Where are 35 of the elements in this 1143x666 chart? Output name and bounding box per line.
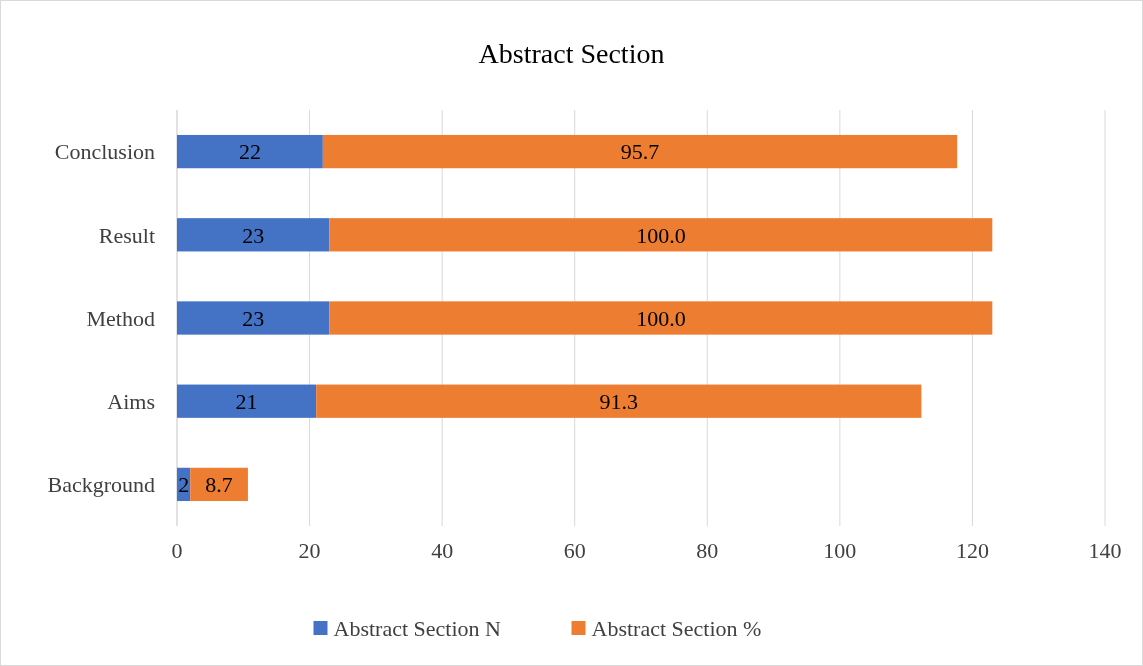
y-tick-label: Aims (107, 388, 155, 414)
y-tick-label: Background (47, 472, 155, 498)
x-tick-label: 100 (823, 537, 857, 563)
bar (329, 218, 993, 252)
data-label: 8.7 (205, 472, 233, 498)
bar (322, 134, 958, 169)
x-tick-label: 140 (1088, 537, 1122, 563)
bar (329, 301, 993, 335)
bar (177, 384, 317, 418)
bar (177, 218, 330, 252)
x-tick-label: 120 (955, 537, 989, 563)
x-tick-label: 60 (563, 537, 586, 563)
bar (177, 301, 330, 335)
legend-label: Abstract Section N (333, 615, 502, 641)
data-label: 22 (238, 139, 261, 165)
data-label: 21 (235, 388, 258, 414)
data-label: 23 (242, 222, 265, 248)
data-label: 91.3 (599, 388, 639, 414)
bar (316, 384, 922, 418)
data-label: 23 (242, 305, 265, 331)
data-label: 100.0 (636, 305, 686, 331)
y-tick-label: Result (98, 222, 155, 248)
data-label: 2 (178, 472, 190, 498)
x-tick-label: 40 (431, 537, 454, 563)
data-label: 95.7 (620, 139, 660, 165)
data-label: 100.0 (636, 222, 686, 248)
legend-label: Abstract Section % (591, 615, 762, 641)
bar (177, 134, 323, 169)
x-tick-label: 80 (696, 537, 719, 563)
y-tick-label: Method (86, 305, 155, 331)
y-tick-label: Conclusion (54, 139, 155, 165)
bar (190, 467, 248, 502)
x-tick-label: 0 (171, 537, 183, 563)
x-tick-label: 20 (298, 537, 321, 563)
chart-title: Abstract Section (478, 37, 665, 69)
